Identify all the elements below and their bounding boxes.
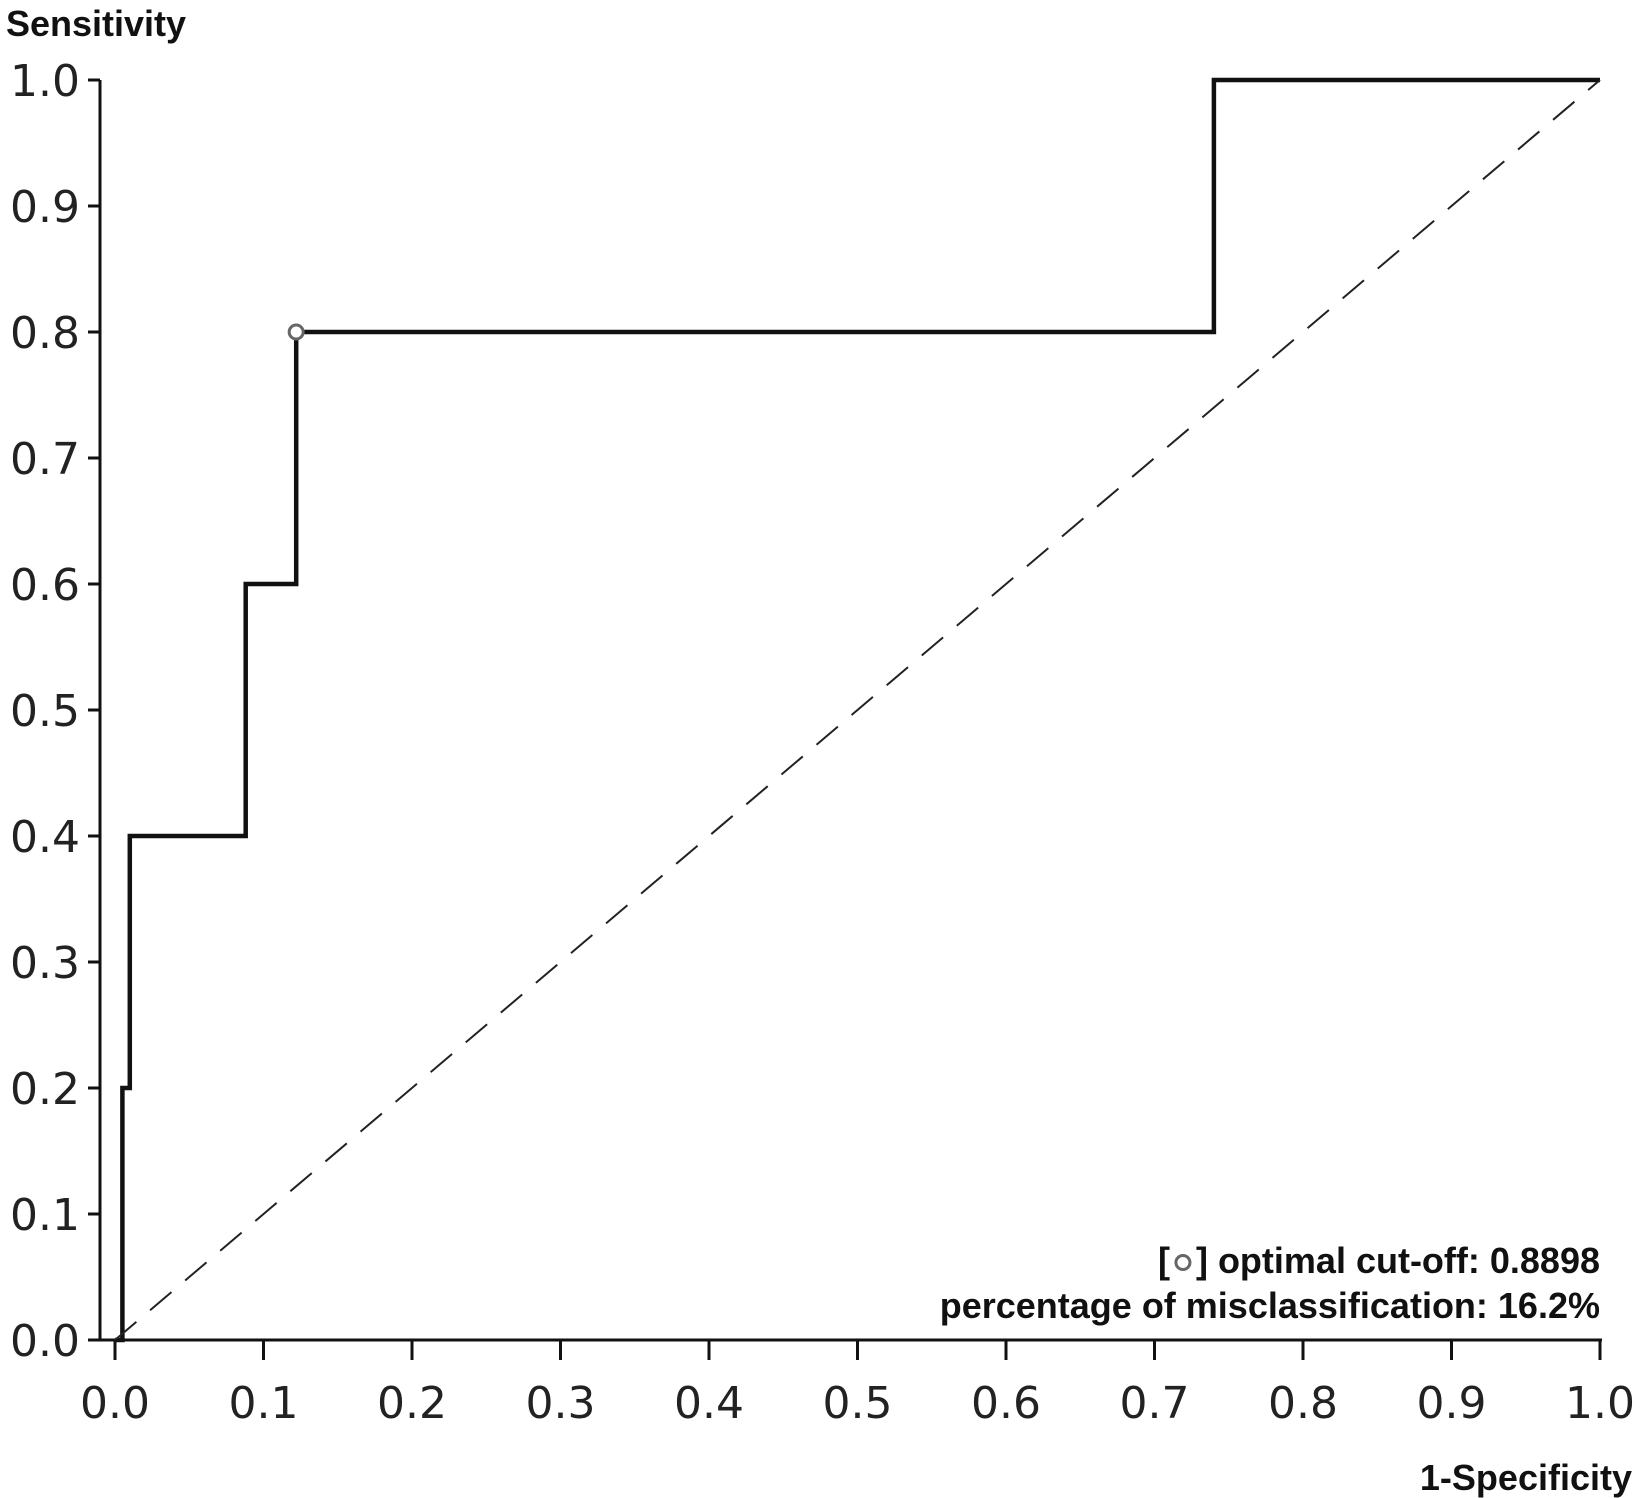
legend-marker-icon (1174, 1254, 1192, 1271)
roc-curve-line (115, 77, 1600, 1343)
x-tick-label: 1.0 (1565, 1378, 1635, 1429)
series-layer (114, 77, 1601, 1343)
y-tick-label: 0.2 (10, 1064, 80, 1115)
x-tick-label: 0.1 (229, 1378, 299, 1429)
x-ticks: 0.0 0.1 0.2 0.3 0.4 0.5 0.6 0.7 0.8 0.9 1.0 (80, 1340, 1635, 1429)
y-tick-label: 0.0 (10, 1316, 80, 1367)
marker-bracket-close: ] (1196, 1240, 1208, 1281)
x-tick-label: 0.3 (526, 1378, 596, 1429)
y-tick-label: 0.6 (10, 560, 80, 611)
x-tick-label: 0.7 (1120, 1378, 1190, 1429)
x-axis-title: 1-Specificity (1420, 1457, 1632, 1498)
x-tick-label: 0.5 (823, 1378, 893, 1429)
y-tick-label: 0.9 (10, 182, 80, 233)
x-tick-label: 0.9 (1417, 1378, 1487, 1429)
x-tick-label: 0.2 (377, 1378, 447, 1429)
x-tick-label: 0.4 (674, 1378, 744, 1429)
y-tick-label: 0.1 (10, 1190, 80, 1241)
y-tick-label: 0.7 (10, 434, 80, 485)
y-tick-label: 0.3 (10, 938, 80, 989)
annotation: [] optimal cut-off: 0.8898 percentage of … (940, 1240, 1600, 1326)
axes (98, 80, 1602, 1342)
y-tick-label: 0.5 (10, 686, 80, 737)
marker-bracket-open: [ (1158, 1240, 1170, 1281)
y-tick-label: 0.8 (10, 308, 80, 359)
reference-diagonal-line (114, 79, 1601, 1341)
y-tick-label: 1.0 (10, 56, 80, 107)
x-tick-label: 0.6 (971, 1378, 1041, 1429)
optimal-cutoff-point (287, 323, 305, 341)
y-ticks: 0.0 0.1 0.2 0.3 0.4 0.5 0.6 0.7 0.8 0.9 1.0 (10, 56, 100, 1367)
x-tick-label: 0.8 (1268, 1378, 1338, 1429)
cutoff-annotation: [] optimal cut-off: 0.8898 (1158, 1240, 1600, 1281)
y-axis-title: Sensitivity (6, 3, 186, 44)
cutoff-text: optimal cut-off: 0.8898 (1218, 1240, 1600, 1281)
x-tick-label: 0.0 (80, 1378, 150, 1429)
misclassification-annotation: percentage of misclassification: 16.2% (940, 1285, 1600, 1326)
y-tick-label: 0.4 (10, 812, 80, 863)
